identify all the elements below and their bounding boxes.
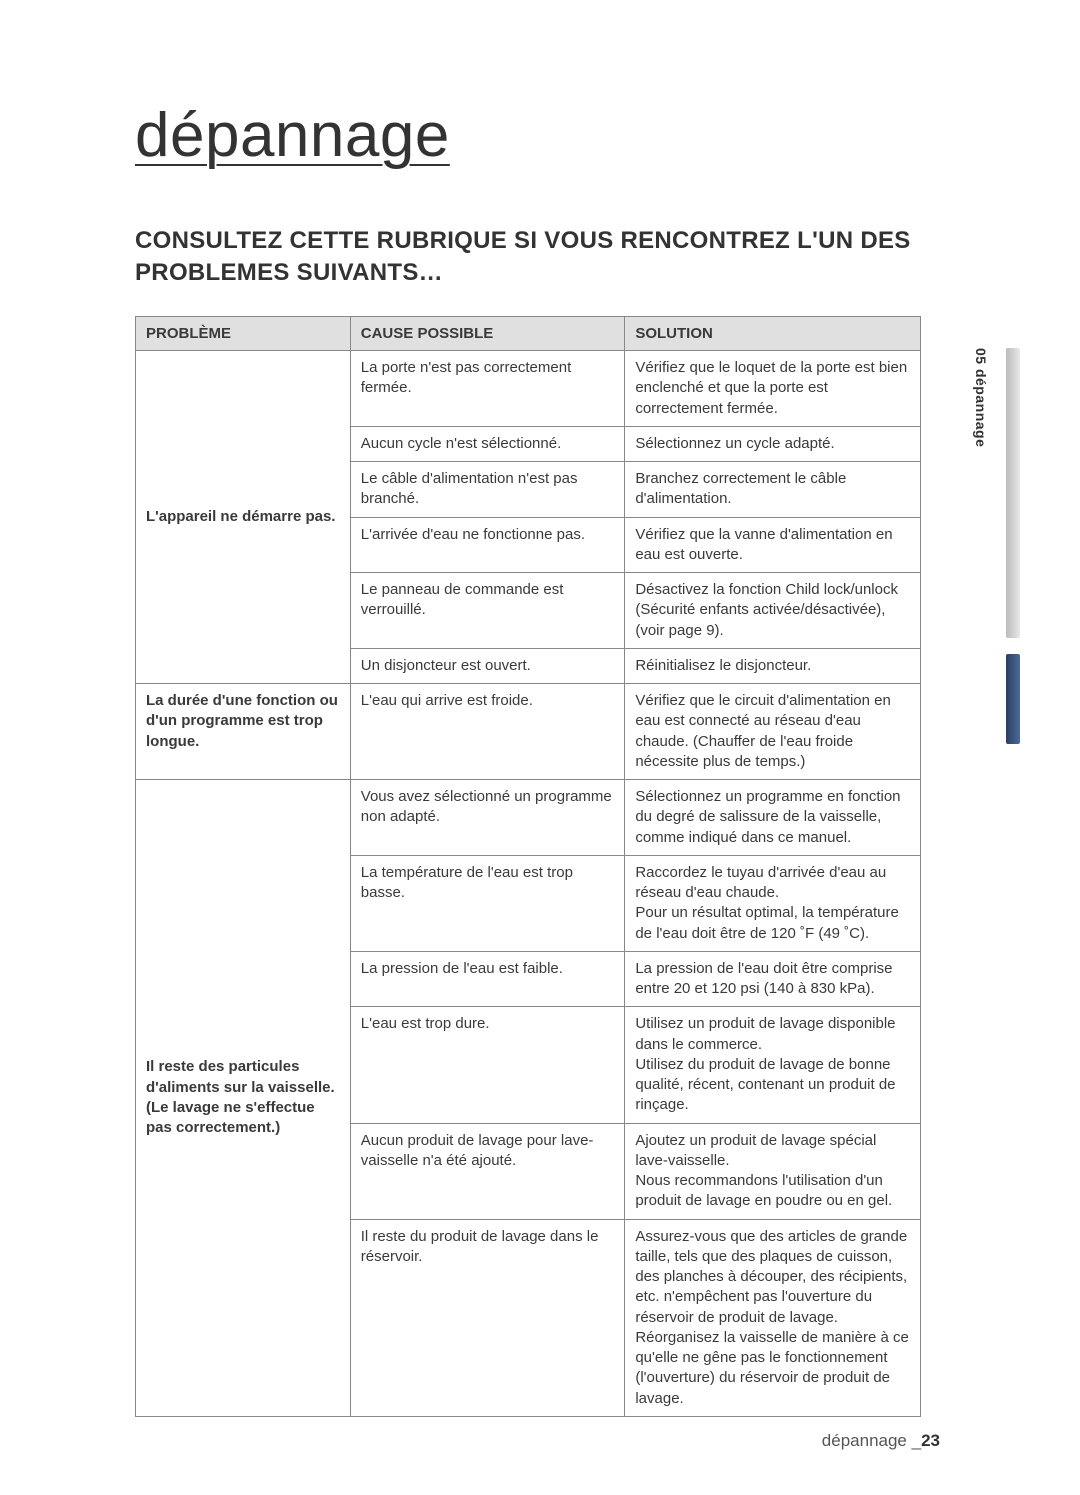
cause-cell: La température de l'eau est trop basse. xyxy=(350,855,625,951)
cause-cell: Un disjoncteur est ouvert. xyxy=(350,648,625,683)
header-solution: SOLUTION xyxy=(625,317,921,351)
section-heading: CONSULTEZ CETTE RUBRIQUE SI VOUS RENCONT… xyxy=(135,225,915,290)
cause-cell: Aucun produit de lavage pour lave-vaisse… xyxy=(350,1123,625,1219)
solution-cell: Réinitialisez le disjoncteur. xyxy=(625,648,921,683)
cause-cell: La porte n'est pas correctement fermée. xyxy=(350,351,625,427)
cause-cell: Vous avez sélectionné un programme non a… xyxy=(350,780,625,856)
table-row: Il reste des particules d'aliments sur l… xyxy=(136,780,921,856)
problem-cell: Il reste des particules d'aliments sur l… xyxy=(136,780,351,1417)
side-tab-label: 05 dépannage xyxy=(973,348,989,447)
solution-cell: Branchez correctement le câble d'aliment… xyxy=(625,462,921,518)
side-tab-bar-dark xyxy=(1006,654,1020,744)
side-tab: 05 dépannage xyxy=(973,348,995,628)
solution-cell: Raccordez le tuyau d'arrivée d'eau au ré… xyxy=(625,855,921,951)
cause-cell: Le panneau de commande est verrouillé. xyxy=(350,573,625,649)
table-header-row: PROBLÈME CAUSE POSSIBLE SOLUTION xyxy=(136,317,921,351)
table-row: La durée d'une fonction ou d'un programm… xyxy=(136,684,921,780)
table-row: L'appareil ne démarre pas. La porte n'es… xyxy=(136,351,921,427)
problem-cell: La durée d'une fonction ou d'un programm… xyxy=(136,684,351,780)
solution-cell: Assurez-vous que des articles de grande … xyxy=(625,1219,921,1416)
cause-cell: L'eau qui arrive est froide. xyxy=(350,684,625,780)
cause-cell: Il reste du produit de lavage dans le ré… xyxy=(350,1219,625,1416)
solution-cell: Ajoutez un produit de lavage spécial lav… xyxy=(625,1123,921,1219)
solution-cell: La pression de l'eau doit être comprise … xyxy=(625,951,921,1007)
cause-cell: Le câble d'alimentation n'est pas branch… xyxy=(350,462,625,518)
troubleshooting-table: PROBLÈME CAUSE POSSIBLE SOLUTION L'appar… xyxy=(135,316,921,1417)
header-problem: PROBLÈME xyxy=(136,317,351,351)
solution-cell: Désactivez la fonction Child lock/unlock… xyxy=(625,573,921,649)
footer-page-number: 23 xyxy=(921,1431,940,1450)
solution-cell: Vérifiez que le circuit d'alimentation e… xyxy=(625,684,921,780)
solution-cell: Vérifiez que le loquet de la porte est b… xyxy=(625,351,921,427)
side-tab-bar-light xyxy=(1006,348,1020,638)
table-body: L'appareil ne démarre pas. La porte n'es… xyxy=(136,351,921,1417)
cause-cell: Aucun cycle n'est sélectionné. xyxy=(350,426,625,461)
solution-cell: Sélectionnez un cycle adapté. xyxy=(625,426,921,461)
cause-cell: L'arrivée d'eau ne fonctionne pas. xyxy=(350,517,625,573)
solution-cell: Sélectionnez un programme en fonction du… xyxy=(625,780,921,856)
solution-cell: Utilisez un produit de lavage disponible… xyxy=(625,1007,921,1123)
footer-label: dépannage _ xyxy=(822,1431,921,1450)
cause-cell: La pression de l'eau est faible. xyxy=(350,951,625,1007)
cause-cell: L'eau est trop dure. xyxy=(350,1007,625,1123)
page-title: dépannage xyxy=(135,100,450,171)
page-footer: dépannage _23 xyxy=(822,1431,940,1451)
solution-cell: Vérifiez que la vanne d'alimentation en … xyxy=(625,517,921,573)
problem-cell: L'appareil ne démarre pas. xyxy=(136,351,351,684)
header-cause: CAUSE POSSIBLE xyxy=(350,317,625,351)
